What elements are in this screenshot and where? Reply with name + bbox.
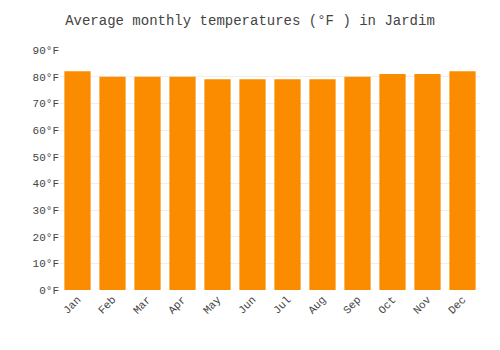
svg-text:Apr: Apr — [166, 294, 188, 316]
svg-text:70°F: 70°F — [33, 98, 59, 110]
svg-text:Jun: Jun — [236, 294, 258, 316]
svg-text:Nov: Nov — [411, 294, 434, 317]
svg-text:40°F: 40°F — [33, 178, 59, 190]
svg-text:Oct: Oct — [376, 294, 398, 316]
svg-text:20°F: 20°F — [33, 232, 59, 244]
svg-text:90°F: 90°F — [33, 45, 59, 57]
svg-text:Jan: Jan — [61, 294, 83, 316]
svg-text:Jul: Jul — [271, 294, 293, 316]
svg-text:10°F: 10°F — [33, 258, 59, 270]
svg-text:May: May — [201, 294, 224, 317]
svg-text:30°F: 30°F — [33, 205, 59, 217]
svg-text:0°F: 0°F — [39, 285, 59, 297]
svg-text:Dec: Dec — [446, 294, 468, 316]
svg-text:Average monthly temperatures (: Average monthly temperatures (°F ) in Ja… — [65, 13, 435, 29]
svg-text:60°F: 60°F — [33, 125, 59, 137]
svg-text:50°F: 50°F — [33, 152, 59, 164]
svg-text:80°F: 80°F — [33, 72, 59, 84]
svg-text:Sep: Sep — [341, 294, 363, 316]
svg-text:Feb: Feb — [96, 294, 118, 316]
svg-text:Mar: Mar — [131, 294, 153, 316]
svg-text:Aug: Aug — [306, 294, 328, 316]
